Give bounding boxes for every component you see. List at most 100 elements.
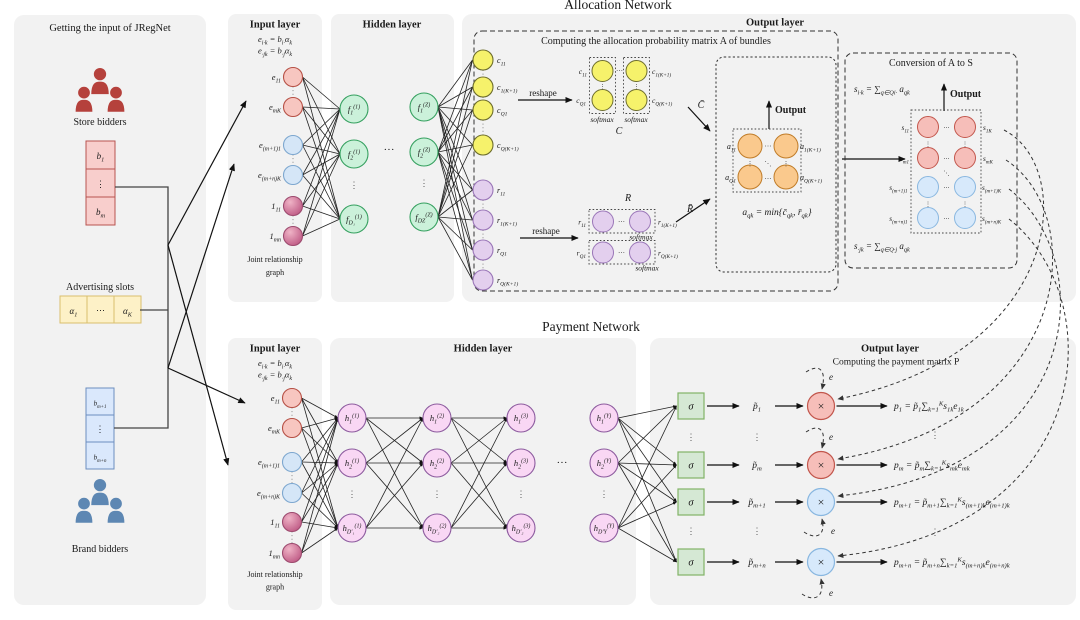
alloc-hidden-node	[409, 137, 439, 167]
e-input-label: e	[829, 432, 833, 442]
multiply-icon: ×	[818, 495, 825, 509]
payment-hidden-cdots: ···	[557, 457, 568, 469]
payment-formula: pm = p̃m∑k=1Ksmkemk	[893, 459, 971, 472]
alloc-input-node-label: 1mn	[269, 231, 281, 244]
alloc-output-c-node	[472, 76, 494, 98]
alloc-input-node-label: 111	[271, 201, 281, 214]
svg-text:⋯: ⋯	[943, 185, 950, 192]
payment-input-formula2: e·jk = b·jαk	[258, 370, 292, 383]
bidder-icons	[74, 66, 126, 524]
alloc-input-node	[282, 134, 304, 156]
a-matrix-box: Output ⋯ ⋯ ⋮ ⋮ ⋱ a11 a1(K+1) aQ1 aQ(K+1)…	[715, 56, 837, 273]
svg-text:⋮: ⋮	[753, 432, 762, 442]
payment-input-node-label: e11	[271, 393, 280, 406]
alloc-input-node-label: emK	[269, 102, 282, 115]
payment-input-node-label: 111	[270, 517, 280, 530]
s-label: s1K	[983, 124, 992, 135]
alloc-input-node	[282, 164, 304, 186]
alloc-output-c-node-label: cQ1	[497, 106, 508, 118]
s-label: s(m+1)K	[982, 184, 1002, 195]
payment-hidden-node-label: h1(3)	[514, 412, 528, 425]
alloc-output-r-node	[472, 209, 494, 231]
alloc-hidden-node-label: fDZ(Z)	[415, 211, 432, 224]
store-bidders-label: Store bidders	[73, 117, 126, 128]
r-bar-arrow	[675, 198, 711, 223]
alloc-hidden-cdots: ···	[384, 144, 395, 156]
alloc-output-c-node	[472, 49, 494, 71]
alloc-output-c-node-label: c1(K+1)	[497, 83, 518, 95]
s-label: s(m+n)K	[982, 215, 1002, 226]
alloc-output-c-node-label: c11	[497, 56, 506, 68]
svg-text:⋯: ⋯	[765, 175, 772, 183]
advertising-slots-label: Advertising slots	[66, 282, 134, 293]
c-matrix-title: C	[616, 126, 623, 137]
payment-hidden-node-label: hD′Y(Y)	[594, 522, 614, 535]
alloc-input-node	[282, 195, 304, 217]
r-matrix-label-11: r11	[578, 218, 586, 230]
a-formula: aqk = min{c̄qk, r̄qk}	[742, 208, 811, 220]
sigma-box	[677, 392, 705, 420]
sigma-box	[677, 548, 705, 576]
alloc-output-r-node-label: rQ1	[497, 246, 507, 258]
softmax-label: softmax	[624, 115, 648, 124]
s-label: s(m+n)1	[889, 215, 907, 226]
a-label-QK1: aQ(K+1)	[800, 173, 822, 185]
payment-input-node-label: 1mn	[268, 548, 280, 561]
payment-hidden-node-label: hD′₂(2)	[428, 522, 447, 535]
payment-input-node-label: e(m+n)K	[257, 488, 281, 501]
network-nodes: e11 emK e(m+1)1 e(m+n)K 111 1mn f1(1) f2(1) fD₁(…	[257, 49, 619, 564]
payment-hidden-node	[589, 448, 619, 478]
r-matrix-label-Q1: rQ1	[577, 249, 587, 261]
reshape-label-c: reshape	[529, 88, 556, 98]
alloc-hidden-node-label: fD₁(1)	[346, 213, 362, 226]
payment-input-node	[281, 417, 303, 439]
alloc-hidden-layer-title: Hidden layer	[363, 20, 422, 31]
payment-hidden-node	[422, 448, 452, 478]
payment-hidden-node	[337, 513, 367, 543]
sigma-label: σ	[688, 461, 694, 472]
p-tilde-label: p̃m+n	[747, 557, 766, 569]
alloc-output-r-node-label: rQ(K+1)	[497, 276, 518, 288]
e-input-label: e	[831, 526, 835, 536]
brand-bid-vector: bm+1 ⋮ bm+n	[85, 387, 115, 470]
payment-input-node	[281, 387, 303, 409]
svg-text:⋯: ⋯	[618, 218, 625, 226]
slot-cell	[113, 295, 142, 324]
alloc-hidden-node	[409, 92, 439, 122]
input-feed-arrows	[167, 100, 247, 466]
svg-text:⋯: ⋯	[943, 216, 950, 223]
conversion-formula-top: si·k = ∑q∈Qi· aqk	[854, 84, 910, 97]
svg-text:⋮: ⋮	[931, 527, 940, 537]
s-label: s11	[902, 124, 909, 135]
a-label-11: a11	[727, 142, 736, 154]
conversion-formula-bottom: s·jk = ∑q∈Q·j aqk	[854, 241, 910, 254]
alloc-input-formula2: e·jk = b·jαk	[258, 46, 292, 59]
brand-bid-bm1: bm+1	[94, 400, 107, 411]
c-matrix-label-1K1: c1(K+1)	[652, 67, 671, 79]
payment-input-node-label: emK	[268, 423, 281, 436]
alloc-output-r-node-label: r11	[497, 186, 506, 198]
store-bid-vector: b1 ⋮ bm	[85, 140, 116, 226]
hdots: ⋯	[96, 305, 105, 315]
a-label-1K1: a1(K+1)	[800, 142, 821, 154]
brand-bidders-icon	[74, 477, 126, 524]
alloc-joint-graph-caption2: graph	[266, 268, 284, 277]
slot-cell	[59, 295, 88, 324]
payment-formula: p1 = p̃1∑k=1Ks1ke1k	[893, 400, 965, 413]
alloc-input-formula1: ei·k = bi·αk	[258, 34, 292, 47]
alloc-hidden-node	[409, 202, 439, 232]
brand-bid-cell	[85, 387, 115, 416]
svg-text:⋮: ⋮	[753, 526, 762, 536]
multiply-node	[806, 391, 836, 421]
multiply-node	[806, 487, 836, 517]
r-matrix-label-QK1: rQ(K+1)	[658, 249, 678, 261]
brand-bid-bmn: bm+n	[94, 454, 107, 465]
c-matrix: ⋮ ⋮ ⋯ c11 cQ1 c1(K+1) cQ(K+1) softmax so…	[576, 57, 673, 137]
r-matrix: R ⋯ ⋯ r11 r1(K+1) rQ1 rQ(K+1) softmax so…	[577, 193, 678, 273]
svg-text:⋮: ⋮	[962, 141, 969, 148]
advertising-slot-row: α1 ⋯ αK	[59, 295, 142, 324]
a-label-Q1: aQ1	[725, 173, 736, 185]
softmax-label: softmax	[635, 264, 659, 273]
payment-hidden-layer-title: Hidden layer	[454, 344, 513, 355]
payment-input-node-label: e(m+1)1	[258, 457, 280, 470]
